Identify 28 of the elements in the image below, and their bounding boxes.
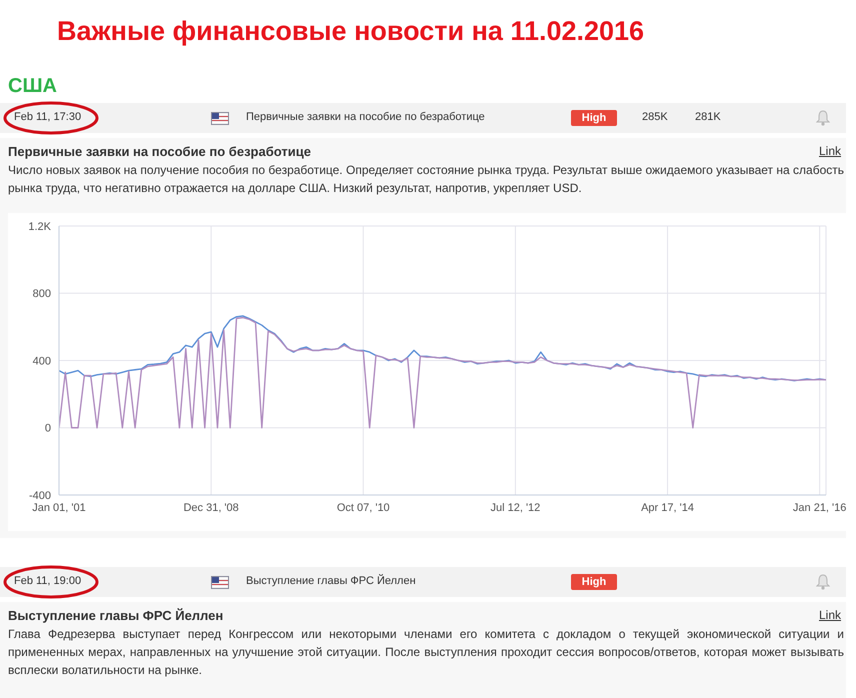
x-tick-label: Dec 31, '08 xyxy=(183,502,239,514)
y-tick-label: 800 xyxy=(32,288,51,300)
line-series xyxy=(59,316,826,428)
text: Глава Федрезерва выступает перед Конгрессом или некоторыми членами его комитета с докладом о текущей экономической ситуации и примененных мерах, направленных на улучшение этой ситуации. После выступления проходит сессия вопросов/ответов, которая может вызывать всплески волатильности на рынке. xyxy=(8,626,844,679)
text: США xyxy=(8,75,57,98)
text: High xyxy=(571,110,617,126)
y-tick-label: 1.2K xyxy=(28,220,52,233)
x-tick-label: Jan 01, '01 xyxy=(32,502,86,514)
chart-title: Важные финансовые новости на 11.02.2016 xyxy=(57,16,644,47)
text: Feb 11, 19:00 xyxy=(14,575,82,587)
text: High xyxy=(571,574,617,590)
y-tick-label: -400 xyxy=(28,490,51,502)
text: Первичные заявки на пособие по безработице xyxy=(8,144,311,159)
text: Link xyxy=(819,144,842,158)
y-tick-label: 0 xyxy=(44,422,51,435)
text: Первичные заявки на пособие по безработице xyxy=(246,111,485,123)
y-tick-label: 400 xyxy=(32,355,51,368)
text: Link xyxy=(819,608,842,622)
x-tick-label: Jul 12, '12 xyxy=(490,502,540,514)
text: Feb 11, 17:30 xyxy=(14,111,82,123)
x-tick-label: Oct 07, '10 xyxy=(336,502,390,514)
text: Выступление главы ФРС Йеллен xyxy=(8,608,224,623)
text: 285K xyxy=(642,111,668,123)
text: Выступление главы ФРС Йеллен xyxy=(246,575,416,587)
x-tick-label: Apr 17, '14 xyxy=(641,502,694,514)
text: 281K xyxy=(695,111,721,123)
x-tick-label: Jan 21, '16 xyxy=(792,502,846,514)
text: Число новых заявок на получение пособия по безработице. Определяет состояние рынка труда. Результат выше ожидаемого указывает на слабость рынка труда, что негативно отражается на долларе США. Низкий результат, напротив, укрепляет USD. xyxy=(8,162,844,197)
